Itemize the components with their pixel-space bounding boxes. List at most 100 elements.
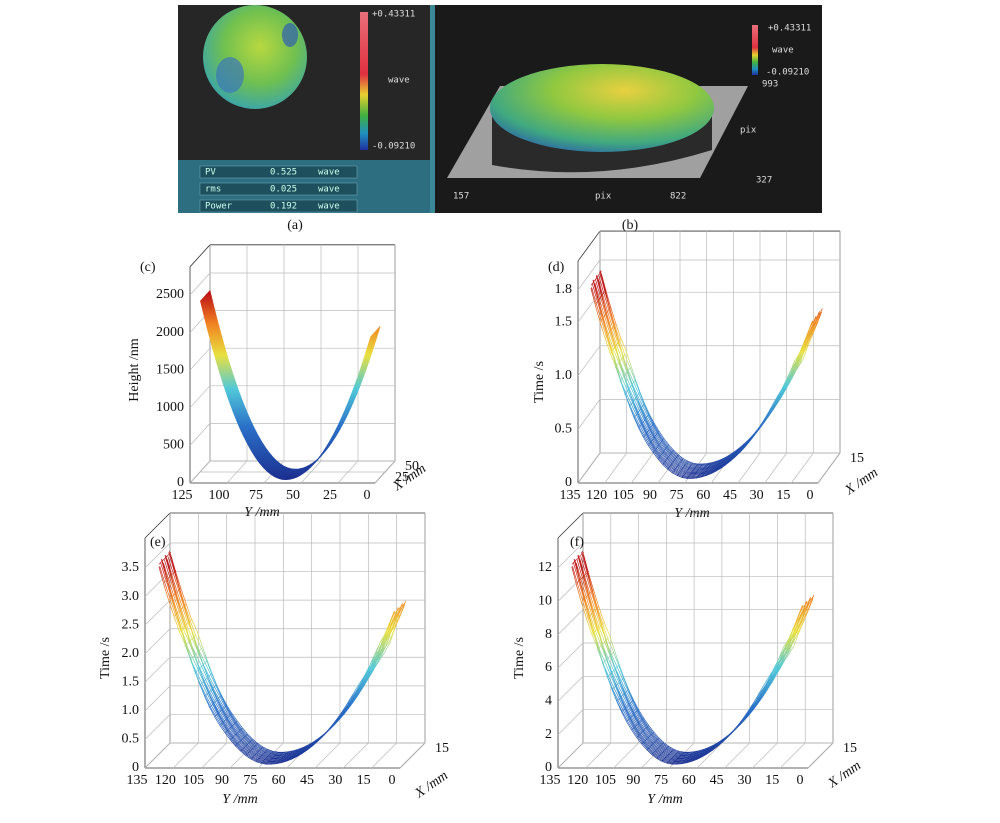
surface	[201, 298, 373, 479]
grid-line	[144, 685, 171, 712]
surface	[206, 292, 379, 473]
z-tick-label: 1500	[156, 362, 184, 377]
grid-line	[144, 599, 171, 626]
mesh-line	[701, 462, 713, 478]
y-tick-label: 135	[540, 773, 561, 788]
x-axis-label: X /mm	[842, 465, 881, 499]
y-tick-label: 45	[300, 773, 314, 788]
mesh-line	[250, 746, 264, 760]
mesh-line	[756, 686, 770, 700]
mesh-line	[245, 743, 258, 756]
grid-line	[144, 628, 171, 654]
panel-label: (d)	[548, 260, 565, 275]
grid-line	[604, 452, 627, 484]
mesh-line	[681, 751, 695, 764]
mesh-line	[169, 553, 406, 754]
mesh-line	[636, 725, 649, 738]
mesh-line	[235, 733, 248, 747]
mesh-line	[786, 630, 799, 643]
wavefront-patch	[216, 57, 244, 93]
z-tick-label: 8	[545, 627, 552, 642]
y-tick-label: 45	[723, 488, 737, 503]
z-tick-label: 0	[545, 760, 552, 775]
x-tick-label: 15	[435, 741, 449, 756]
mesh-line	[725, 450, 737, 466]
box-edge	[144, 512, 171, 539]
caption: (a)	[287, 218, 303, 233]
y-tick-label: 135	[560, 488, 581, 503]
mesh-line	[332, 712, 345, 726]
grid-line	[557, 642, 584, 669]
mesh-line	[582, 553, 814, 754]
mesh-line	[801, 332, 813, 348]
mesh-line	[378, 636, 391, 649]
mesh-line	[199, 673, 212, 686]
y-axis-label: Y /mm	[222, 792, 257, 807]
mesh-line	[209, 694, 223, 708]
mesh-line	[260, 751, 274, 764]
mesh-line	[592, 279, 815, 477]
surface	[207, 291, 380, 472]
y-tick-label: 125	[172, 488, 193, 503]
grid-line	[144, 542, 171, 569]
surface	[201, 297, 374, 479]
mesh-line	[614, 353, 626, 369]
mesh-line	[739, 437, 751, 453]
mesh-line	[225, 720, 238, 734]
mesh-line	[609, 338, 621, 354]
mesh-line	[648, 430, 660, 446]
mesh-line	[204, 684, 218, 697]
mesh-line	[367, 656, 381, 670]
grid-line	[201, 742, 227, 769]
grid-line	[189, 385, 211, 409]
z-tick-label: 500	[163, 438, 184, 453]
mesh-line	[591, 287, 813, 478]
grid-line	[696, 742, 723, 769]
grid-line	[657, 452, 681, 484]
z-tick-label: 10	[538, 594, 552, 609]
mesh-line	[671, 751, 685, 765]
axis-label: pix	[595, 192, 612, 202]
mesh-line	[601, 651, 614, 665]
y-tick-label: 30	[737, 773, 751, 788]
mesh-line	[306, 737, 320, 751]
z-tick-label: 1.0	[122, 703, 140, 718]
mesh-line	[599, 270, 822, 467]
mesh-line	[595, 289, 607, 305]
mesh-line	[631, 717, 644, 731]
y-tick-label: 15	[776, 488, 790, 503]
mesh-line	[184, 634, 197, 647]
mesh-line	[597, 278, 820, 469]
grid-line	[577, 452, 601, 484]
y-tick-label: 60	[696, 488, 710, 503]
mesh-line	[362, 666, 376, 679]
grid-line	[173, 742, 199, 769]
mesh-line	[606, 665, 620, 678]
mesh-line	[579, 559, 811, 757]
stat-cell: 0.525	[270, 168, 297, 178]
mesh-line	[629, 392, 641, 407]
surface-plot: 135 120 105 90 75 60 45 30 15 0 0 2 4 6 8 10 12 15 (f) Time…	[512, 512, 864, 807]
colorbar-max: +0.43311	[372, 10, 415, 20]
y-tick-label: 75	[243, 773, 257, 788]
surface	[206, 293, 378, 474]
grid-line	[779, 742, 806, 769]
z-tick-label: 2.5	[122, 617, 140, 632]
mesh-line	[691, 463, 703, 479]
z-tick-label: 1000	[156, 400, 184, 415]
mesh-line	[160, 562, 396, 764]
mesh-line	[583, 555, 815, 753]
z-tick-label: 2000	[156, 325, 184, 340]
grid-line	[371, 742, 397, 769]
mesh-line	[705, 461, 717, 476]
mesh-line	[281, 750, 294, 763]
panel-label: (c)	[140, 260, 156, 275]
surface-plot: 125 100 75 50 25 0050010001500200025002550(c)…	[127, 244, 429, 520]
mesh-line	[696, 463, 708, 479]
mesh-line	[681, 462, 693, 478]
grid-line	[791, 452, 814, 484]
grid-line	[144, 742, 171, 769]
mesh-line	[219, 713, 233, 726]
mesh-line	[162, 562, 398, 761]
